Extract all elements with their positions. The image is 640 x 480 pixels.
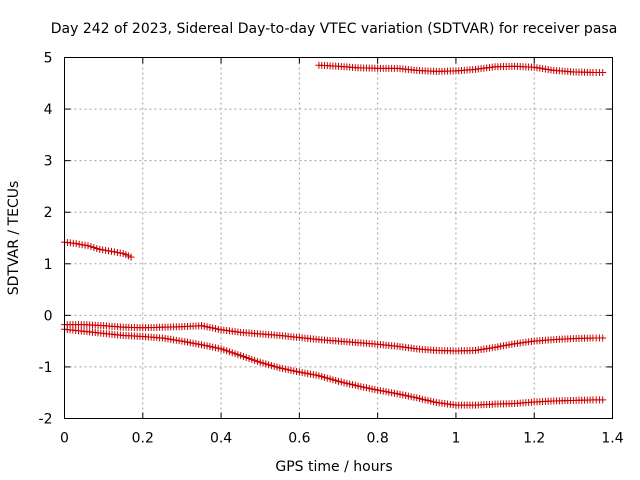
data-point (599, 68, 607, 76)
y-tick-label: 5 (44, 51, 53, 67)
data-point (72, 240, 80, 248)
data-point (78, 241, 86, 249)
x-tick-label: 0.2 (132, 431, 154, 447)
x-axis-label: GPS time / hours (275, 459, 392, 475)
data-series (61, 61, 607, 409)
y-axis-label: SDTVAR / TECUs (6, 181, 22, 296)
x-tick-label: 0.8 (367, 431, 389, 447)
axis-ticks (64, 57, 613, 419)
series-satellite-c (61, 321, 607, 355)
y-tick-label: 3 (44, 154, 53, 170)
data-point (127, 253, 135, 261)
x-tick-label: 1.2 (523, 431, 545, 447)
data-point (75, 240, 83, 248)
data-point (99, 246, 107, 254)
data-point (84, 242, 92, 250)
x-tick-label: 0 (60, 431, 69, 447)
y-tick-label: 4 (44, 102, 53, 118)
data-point (96, 245, 104, 253)
data-point (113, 248, 121, 256)
data-point (107, 247, 115, 255)
series-satellite-a (315, 61, 607, 76)
data-point (599, 334, 607, 342)
data-point (116, 249, 124, 257)
series-satellite-b (61, 238, 135, 261)
series-satellite-d (61, 325, 607, 409)
x-tick-label: 0.4 (210, 431, 232, 447)
x-tick-label: 1.4 (601, 431, 623, 447)
data-point (90, 244, 98, 252)
data-point (81, 241, 89, 249)
grid (64, 57, 613, 419)
data-point (599, 396, 607, 404)
data-point (102, 246, 110, 254)
y-tick-label: -1 (39, 360, 53, 376)
data-point (110, 248, 118, 256)
y-tick-labels: -2 -1 0 1 2 3 4 5 (39, 51, 53, 428)
x-tick-label: 1 (451, 431, 460, 447)
y-tick-label: 2 (44, 205, 53, 221)
chart-title: Day 242 of 2023, Sidereal Day-to-day VTE… (51, 21, 618, 37)
y-tick-label: -2 (39, 412, 53, 428)
plot-frame (64, 57, 613, 419)
data-point (105, 247, 113, 255)
data-point (93, 244, 101, 252)
y-tick-label: 1 (44, 257, 53, 273)
x-tick-label: 0.6 (288, 431, 310, 447)
x-tick-labels: 0 0.2 0.4 0.6 0.8 1 1.2 1.4 (60, 431, 624, 447)
data-point (87, 243, 95, 251)
y-tick-label: 0 (44, 308, 53, 324)
